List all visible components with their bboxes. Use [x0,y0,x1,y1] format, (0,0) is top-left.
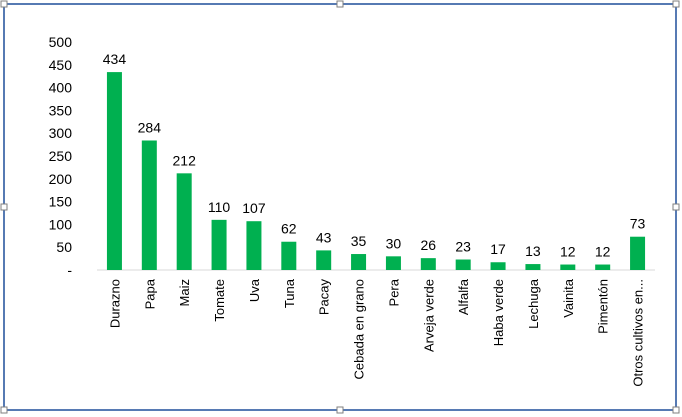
data-labels: 434 284 212 110 107 62 43 35 30 26 23 17 13 12 12 73 [103,51,646,259]
resize-handle-4[interactable] [672,203,680,211]
bar-5 [281,241,297,270]
data-label-0: 434 [103,51,127,67]
y-tick-label-10: 500 [49,34,73,50]
resize-handle-2[interactable] [672,0,680,8]
resize-handle-1[interactable] [336,0,344,8]
resize-handle-3[interactable] [0,203,8,211]
category-label-9: Arveja verde [421,279,436,352]
bar-9 [420,258,436,270]
y-tick-label-5: 250 [49,148,73,164]
data-label-12: 13 [525,243,541,259]
bar-14 [595,264,611,270]
resize-handle-7[interactable] [672,406,680,414]
bars [106,72,646,270]
bar-13 [560,264,576,270]
resize-handle-5[interactable] [0,406,8,414]
y-tick-label-9: 450 [49,57,73,73]
y-tick-label-4: 200 [49,171,73,187]
bar-1 [141,140,157,270]
resize-handle-6[interactable] [336,406,344,414]
y-tick-label-2: 100 [49,216,73,232]
data-label-7: 35 [351,233,367,249]
category-label-5: Tuna [282,278,297,308]
y-tick-label-7: 350 [49,102,73,118]
y-tick-label-8: 400 [49,80,73,96]
category-label-6: Pacay [317,279,332,316]
y-axis-ticks: - 50 100 150 200 250 300 350 400 450 500 [49,34,73,278]
category-label-13: Vainita [561,278,576,318]
data-label-4: 107 [242,200,266,216]
data-label-5: 62 [281,221,297,237]
data-label-14: 12 [595,244,611,260]
bar-2 [176,173,192,270]
category-label-4: Uva [247,278,262,302]
data-label-8: 30 [386,235,402,251]
bar-0 [106,72,122,270]
category-label-1: Papa [142,278,157,309]
data-label-6: 43 [316,229,332,245]
bar-12 [525,264,541,270]
category-label-3: Tomate [212,279,227,322]
category-labels: Durazno Papa Maiz Tomate Uva Tuna Pacay Cebada … [107,278,645,386]
category-label-2: Maiz [177,279,192,306]
category-label-14: Pimentón [596,279,611,334]
bar-6 [316,250,332,270]
y-tick-label-3: 150 [49,194,73,210]
category-label-8: Pera [386,278,401,306]
category-label-10: Alfalfa [456,278,471,315]
bar-8 [385,256,401,270]
bar-4 [246,221,262,270]
data-label-11: 17 [490,241,506,257]
data-label-2: 212 [173,152,197,168]
y-tick-label-0: - [67,262,72,278]
y-tick-label-6: 300 [49,125,73,141]
resize-handle-0[interactable] [0,0,8,8]
bar-3 [211,219,227,270]
category-label-12: Lechuga [526,278,541,329]
data-label-10: 23 [455,239,471,255]
bar-15 [630,236,646,270]
bar-10 [455,259,471,270]
category-label-0: Durazno [107,279,122,328]
data-label-13: 12 [560,244,576,260]
bar-7 [351,254,367,270]
category-label-15: Otros cultivos en... [631,279,646,387]
data-label-3: 110 [208,199,231,215]
category-label-11: Haba verde [491,279,506,346]
data-label-9: 26 [421,237,437,253]
bar-11 [490,262,506,270]
data-label-15: 73 [630,216,646,232]
y-tick-label-1: 50 [56,239,72,255]
data-label-1: 284 [138,119,162,135]
category-label-7: Cebada en grano [352,279,367,379]
